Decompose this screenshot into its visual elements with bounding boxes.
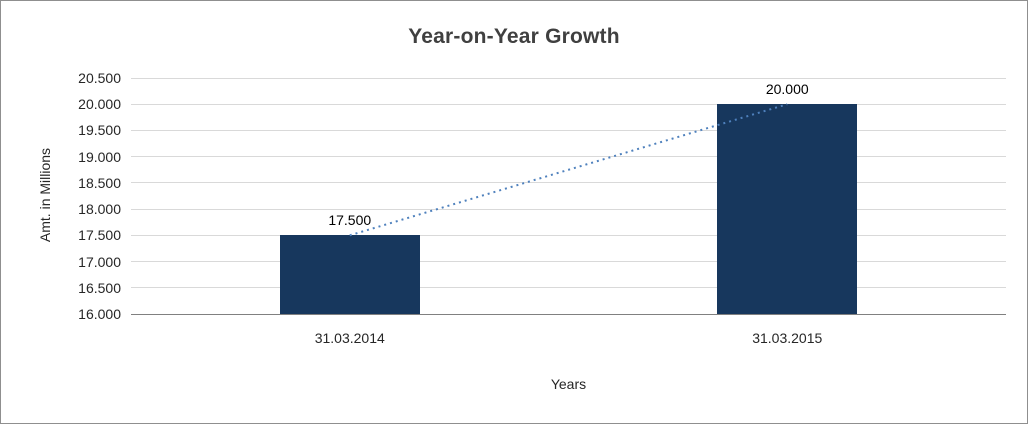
y-axis-tick-label: 17.500 (78, 227, 121, 244)
gridline (131, 261, 1006, 263)
gridline (131, 208, 1006, 210)
bar-31.03.2015 (717, 104, 858, 314)
y-axis-tick-label: 20.500 (78, 70, 121, 86)
bar-31.03.2014 (279, 235, 420, 314)
x-axis-title: Years (550, 376, 587, 392)
chart-title: Year-on-Year Growth (408, 25, 620, 48)
x-axis-tick-label: 31.03.2015 (752, 330, 823, 346)
x-axis-line (131, 313, 1006, 315)
y-axis-tick-label: 16.000 (78, 306, 121, 322)
y-axis-tick-label: 16.500 (78, 279, 121, 296)
y-axis-tick-label: 18.000 (78, 201, 121, 218)
bar-data-label: 17.500 (328, 212, 372, 229)
bar-data-label: 20.000 (765, 81, 809, 98)
x-axis-tick-label: 31.03.2014 (314, 330, 385, 346)
gridline (131, 77, 1006, 79)
y-axis-tick-label: 20.000 (78, 96, 121, 113)
y-axis-tick-label: 19.000 (78, 148, 121, 165)
y-axis-tick-label: 19.500 (78, 122, 121, 139)
gridline (131, 103, 1006, 105)
gridline (131, 234, 1006, 236)
gridline (131, 156, 1006, 158)
gridline (131, 182, 1006, 184)
y-axis-tick-label: 18.500 (78, 174, 121, 191)
y-axis-tick-label: 17.000 (78, 253, 121, 270)
gridline (131, 129, 1006, 131)
gridline (131, 287, 1006, 289)
